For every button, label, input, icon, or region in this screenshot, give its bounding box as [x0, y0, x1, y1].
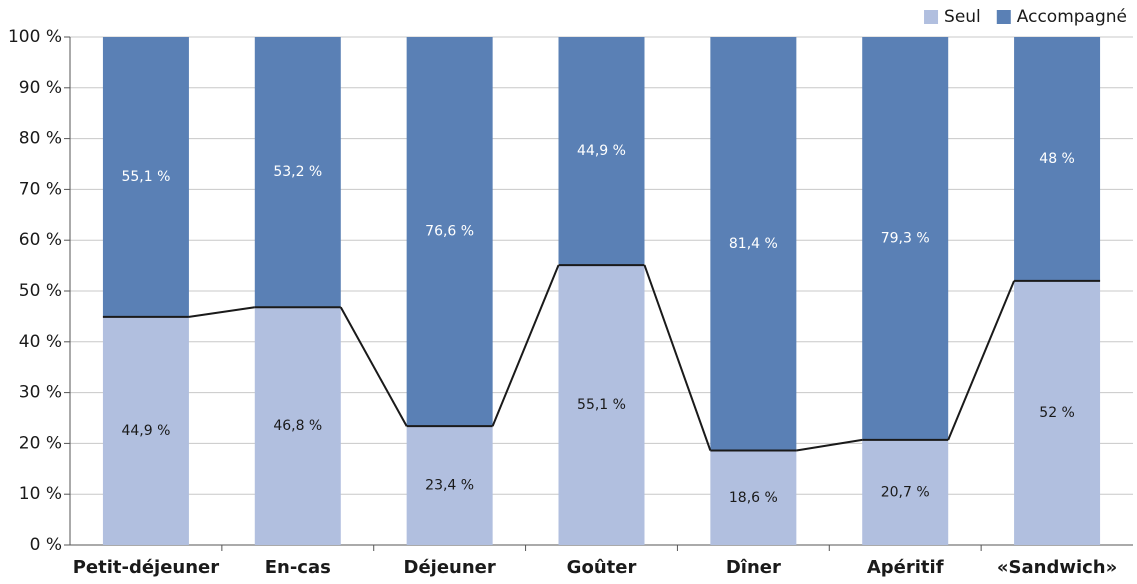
- connector-line: [643, 264, 712, 451]
- legend-swatch: [924, 10, 939, 24]
- bar-segment: [862, 37, 949, 440]
- y-tick-label: 30 %: [19, 383, 62, 403]
- x-tick-label: «Sandwich»: [997, 557, 1117, 578]
- connector-line: [188, 306, 255, 318]
- y-tick-label: 80 %: [19, 129, 62, 149]
- x-tick-label: Goûter: [567, 557, 637, 578]
- bar-segment: [862, 439, 949, 545]
- value-label: 55,1 %: [121, 169, 170, 185]
- value-label: 81,4 %: [729, 236, 778, 252]
- value-label: 52 %: [1039, 405, 1075, 421]
- bar-segment: [558, 37, 645, 266]
- x-tick-label: Petit-déjeuner: [73, 557, 220, 578]
- legend-swatch: [996, 10, 1011, 24]
- y-tick-label: 10 %: [19, 484, 62, 504]
- bar-segment: [406, 37, 493, 427]
- y-tick-label: 100 %: [8, 27, 62, 47]
- value-label: 23,4 %: [425, 478, 474, 494]
- x-tick-label: Déjeuner: [404, 557, 496, 578]
- y-tick-label: 0 %: [30, 535, 62, 555]
- bar-segment: [710, 37, 797, 451]
- connector-line: [491, 264, 560, 427]
- y-tick-label: 40 %: [19, 332, 62, 352]
- bar-segment: [102, 37, 189, 317]
- bar-segment: [1014, 37, 1101, 281]
- value-label: 53,2 %: [273, 164, 322, 180]
- legend-label: Seul: [944, 7, 981, 27]
- value-label: 79,3 %: [881, 230, 930, 246]
- bar-segment: [254, 307, 341, 545]
- x-tick-label: Apéritif: [867, 557, 944, 578]
- x-tick-label: Dîner: [726, 557, 781, 578]
- legend-label: Accompagné: [1017, 7, 1127, 27]
- bar-segment: [254, 37, 341, 308]
- value-label: 46,8 %: [273, 418, 322, 434]
- bar-segment: [558, 265, 645, 545]
- value-label: 18,6 %: [729, 490, 778, 506]
- value-label: 44,9 %: [577, 143, 626, 159]
- y-tick-label: 20 %: [19, 433, 62, 453]
- y-tick-label: 70 %: [19, 179, 62, 199]
- value-label: 20,7 %: [881, 484, 930, 500]
- bar-segment: [102, 316, 189, 545]
- y-tick-label: 50 %: [19, 281, 62, 301]
- connector-line: [947, 280, 1015, 441]
- bar-segment: [406, 426, 493, 545]
- bar-segment: [1014, 280, 1101, 545]
- x-tick-label: En-cas: [265, 557, 331, 578]
- y-tick-label: 90 %: [19, 78, 62, 98]
- value-label: 48 %: [1039, 151, 1075, 167]
- y-tick-label: 60 %: [19, 230, 62, 250]
- value-label: 55,1 %: [577, 397, 626, 413]
- connector-line: [339, 306, 408, 427]
- connector-line: [796, 438, 863, 452]
- bar-segment: [710, 450, 797, 545]
- value-label: 76,6 %: [425, 224, 474, 240]
- value-label: 44,9 %: [121, 423, 170, 439]
